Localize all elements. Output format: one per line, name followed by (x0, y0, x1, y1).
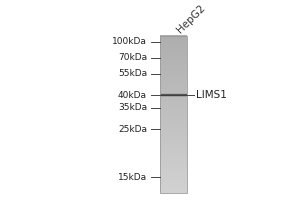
Bar (160, 179, 187, 181)
Text: HepG2: HepG2 (176, 2, 208, 35)
Text: 35kDa: 35kDa (118, 103, 147, 112)
Bar (160, 152, 187, 154)
Bar (160, 191, 187, 193)
Bar (160, 89, 187, 91)
Bar (160, 39, 187, 41)
Bar (160, 94, 187, 95)
Bar (160, 173, 187, 175)
Bar (160, 63, 187, 65)
Bar (160, 146, 187, 148)
Bar (160, 118, 187, 120)
Text: 25kDa: 25kDa (118, 125, 147, 134)
Bar (160, 106, 187, 108)
Bar (160, 177, 187, 179)
Bar (160, 96, 187, 97)
Bar (160, 155, 187, 158)
Bar (160, 41, 187, 43)
Bar (160, 183, 187, 185)
Bar (160, 51, 187, 53)
Bar (160, 175, 187, 177)
Bar (160, 94, 187, 95)
Bar (160, 59, 187, 61)
Bar (160, 35, 187, 38)
Bar (160, 75, 187, 77)
Text: 15kDa: 15kDa (118, 173, 147, 182)
Bar (160, 150, 187, 152)
Bar (160, 81, 187, 83)
Bar (160, 57, 187, 59)
Bar (160, 171, 187, 173)
Bar (160, 169, 187, 171)
Bar (160, 161, 187, 164)
Bar (160, 69, 187, 71)
Bar (160, 116, 187, 118)
Bar (160, 181, 187, 183)
Bar (160, 37, 187, 39)
Bar (160, 65, 187, 67)
Bar (160, 92, 187, 95)
Text: 55kDa: 55kDa (118, 69, 147, 78)
Bar (160, 94, 187, 97)
Bar (160, 53, 187, 55)
Bar (160, 144, 187, 146)
Bar (160, 165, 187, 167)
Text: LIMS1: LIMS1 (196, 90, 227, 100)
Bar (160, 87, 187, 89)
Bar (160, 104, 187, 106)
Text: 70kDa: 70kDa (118, 53, 147, 62)
Bar (160, 47, 187, 49)
Bar (160, 85, 187, 87)
Bar (160, 130, 187, 132)
Bar (160, 49, 187, 51)
Bar (160, 187, 187, 189)
Bar (160, 45, 187, 47)
Bar (160, 83, 187, 85)
Bar (160, 138, 187, 140)
Bar (160, 71, 187, 73)
Bar (160, 124, 187, 126)
Bar (160, 91, 187, 93)
Bar (160, 122, 187, 124)
Bar (160, 136, 187, 138)
Bar (160, 126, 187, 128)
Bar (160, 142, 187, 144)
Bar (160, 110, 187, 112)
Bar (160, 55, 187, 57)
Bar (160, 95, 187, 96)
Bar (160, 114, 187, 116)
Bar (160, 102, 187, 104)
Bar (160, 140, 187, 142)
Bar (160, 154, 187, 156)
Bar (160, 112, 187, 114)
Bar (160, 163, 187, 166)
Bar (160, 134, 187, 136)
Bar (160, 67, 187, 69)
Bar (160, 148, 187, 150)
Bar (160, 93, 187, 94)
Bar (160, 132, 187, 134)
Bar (160, 96, 187, 97)
Bar (160, 120, 187, 122)
Bar (160, 189, 187, 191)
Text: 40kDa: 40kDa (118, 91, 147, 100)
Bar (160, 98, 187, 101)
Bar (160, 73, 187, 75)
Bar (160, 96, 187, 99)
Bar (160, 108, 187, 110)
Bar (160, 185, 187, 187)
Bar (160, 100, 187, 103)
Bar (160, 95, 187, 96)
Bar (160, 128, 187, 130)
Bar (160, 43, 187, 45)
Bar (160, 36, 187, 193)
Bar (160, 79, 187, 81)
Text: 100kDa: 100kDa (112, 37, 147, 46)
Bar (160, 167, 187, 169)
Bar (160, 157, 187, 160)
Bar (160, 159, 187, 162)
Bar (160, 77, 187, 79)
Bar (160, 61, 187, 63)
Bar (160, 93, 187, 94)
